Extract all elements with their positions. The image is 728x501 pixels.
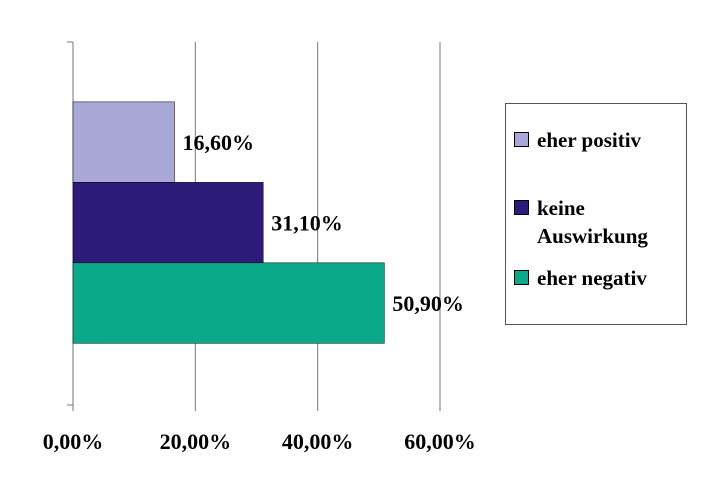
legend-label: keine Auswirkung bbox=[537, 196, 648, 248]
legend-swatch bbox=[514, 132, 529, 147]
legend-label: eher negativ bbox=[537, 266, 647, 290]
x-tick-label: 20,00% bbox=[160, 429, 232, 454]
bar bbox=[72, 262, 385, 344]
x-tick-label: 60,00% bbox=[404, 429, 476, 454]
legend-swatch bbox=[514, 270, 529, 285]
x-tick-label: 40,00% bbox=[282, 429, 354, 454]
bar bbox=[72, 182, 264, 264]
legend-swatch bbox=[514, 200, 529, 215]
bar bbox=[72, 101, 175, 183]
x-tick-label: 0,00% bbox=[43, 429, 104, 454]
data-label: 50,90% bbox=[392, 291, 464, 316]
data-label: 31,10% bbox=[271, 211, 343, 236]
legend-entry: eher negativ bbox=[514, 264, 682, 292]
data-label: 16,60% bbox=[183, 130, 255, 155]
legend: eher positiv keine Auswirkung eher negativ bbox=[505, 103, 687, 325]
legend-label: eher positiv bbox=[537, 128, 642, 152]
legend-entry: eher positiv bbox=[514, 126, 682, 154]
legend-entry: keine Auswirkung bbox=[514, 194, 682, 250]
